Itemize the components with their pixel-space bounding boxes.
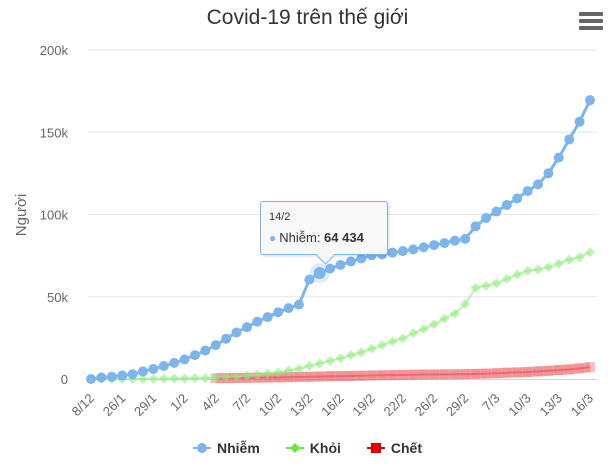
svg-text:0: 0 — [61, 372, 68, 387]
svg-text:26/2: 26/2 — [412, 391, 441, 420]
legend-diamond-icon — [285, 442, 304, 454]
legend: Nhiễm Khỏi Chết — [0, 440, 615, 456]
legend-item-nhiem[interactable]: Nhiễm — [192, 440, 260, 456]
svg-text:7/3: 7/3 — [479, 391, 502, 414]
svg-text:1/2: 1/2 — [167, 391, 190, 414]
svg-text:13/2: 13/2 — [287, 391, 316, 420]
tooltip-series-label: Nhiễm: — [279, 230, 325, 245]
svg-text:10/2: 10/2 — [256, 391, 285, 420]
svg-text:4/2: 4/2 — [198, 391, 221, 414]
svg-text:13/3: 13/3 — [536, 391, 565, 420]
tooltip-series-dot-icon: ● — [269, 231, 277, 245]
hamburger-menu-icon[interactable] — [579, 12, 603, 32]
svg-text:8/12: 8/12 — [69, 391, 98, 420]
svg-text:26/1: 26/1 — [100, 391, 129, 420]
svg-text:16/3: 16/3 — [568, 391, 597, 420]
svg-text:7/2: 7/2 — [230, 391, 253, 414]
legend-label: Chết — [390, 440, 423, 456]
svg-text:19/2: 19/2 — [349, 391, 378, 420]
svg-text:16/2: 16/2 — [318, 391, 347, 420]
svg-text:10/3: 10/3 — [505, 391, 534, 420]
tooltip-date: 14/2 — [269, 211, 291, 223]
legend-label: Khỏi — [309, 440, 341, 456]
legend-item-khoi[interactable]: Khỏi — [285, 440, 341, 456]
legend-item-chet[interactable]: Chết — [366, 440, 423, 456]
svg-text:22/2: 22/2 — [380, 391, 409, 420]
svg-text:200k: 200k — [40, 43, 69, 58]
legend-label: Nhiễm — [216, 440, 260, 456]
svg-text:150k: 150k — [40, 125, 69, 140]
tooltip-value: 64 434 — [324, 230, 364, 245]
legend-square-icon — [366, 442, 385, 454]
legend-circle-icon — [192, 442, 211, 454]
svg-text:50k: 50k — [47, 290, 68, 305]
tooltip: 14/2 ● Nhiễm: 64 434 — [260, 201, 388, 255]
svg-text:Người: Người — [13, 194, 30, 236]
chart-title: Covid-19 trên thế giới — [206, 6, 409, 29]
svg-text:100k: 100k — [40, 208, 69, 223]
svg-text:29/2: 29/2 — [443, 391, 472, 420]
svg-text:29/1: 29/1 — [131, 391, 160, 420]
